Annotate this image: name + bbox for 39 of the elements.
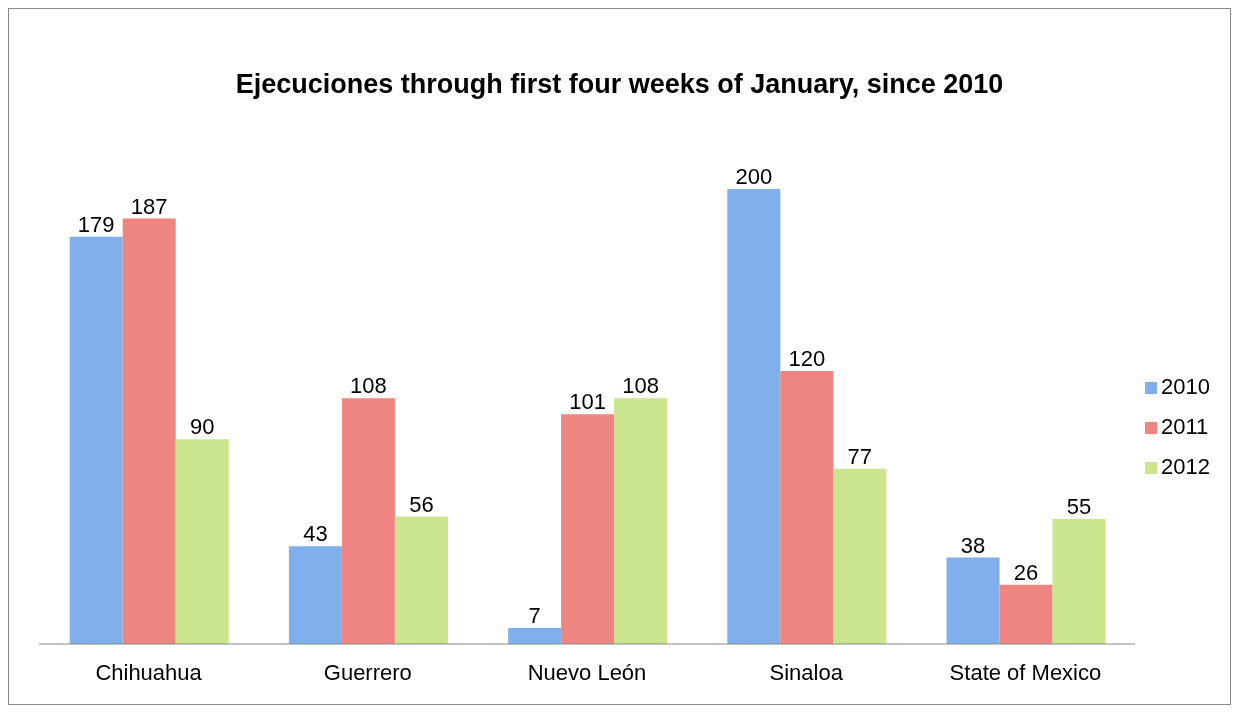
data-label: 56 — [409, 491, 434, 517]
legend-label: 2010 — [1161, 373, 1210, 399]
data-label: 90 — [189, 414, 215, 440]
data-label: 108 — [622, 373, 659, 399]
bar — [341, 398, 395, 644]
bar — [999, 584, 1053, 644]
bar — [394, 516, 448, 644]
data-label: 55 — [1066, 493, 1092, 519]
data-label: 200 — [735, 164, 773, 189]
data-label: 43 — [303, 521, 328, 547]
bar — [946, 557, 1000, 644]
data-label: 187 — [130, 193, 168, 219]
bar — [508, 628, 562, 644]
bar — [69, 236, 123, 644]
bar — [614, 398, 668, 644]
x-tick-label: Guerrero — [323, 659, 412, 685]
data-label: 7 — [528, 603, 541, 629]
chart-title: Ejecuciones through first four weeks of January, since 2010 — [234, 68, 1005, 101]
data-label: 179 — [77, 211, 115, 237]
x-tick-label: State of Mexico — [949, 659, 1102, 685]
x-tick-label: Chihuahua — [95, 659, 203, 685]
data-label: 26 — [1013, 559, 1039, 585]
legend-label: 2012 — [1161, 453, 1210, 479]
data-label: 38 — [960, 532, 986, 558]
bar — [780, 371, 834, 644]
x-tick-label: Nuevo León — [527, 659, 647, 685]
bar — [833, 468, 887, 644]
bar — [1052, 518, 1106, 644]
data-label: 120 — [788, 346, 826, 371]
legend-label: 2011 — [1161, 413, 1209, 439]
bar — [288, 546, 342, 644]
data-label: 77 — [847, 443, 873, 469]
bar — [175, 439, 229, 644]
x-tick-label: Sinaloa — [769, 659, 844, 685]
bar — [561, 414, 615, 644]
data-label: 108 — [350, 373, 387, 399]
data-label: 101 — [569, 389, 606, 415]
bar — [727, 189, 781, 644]
bar — [122, 218, 176, 644]
